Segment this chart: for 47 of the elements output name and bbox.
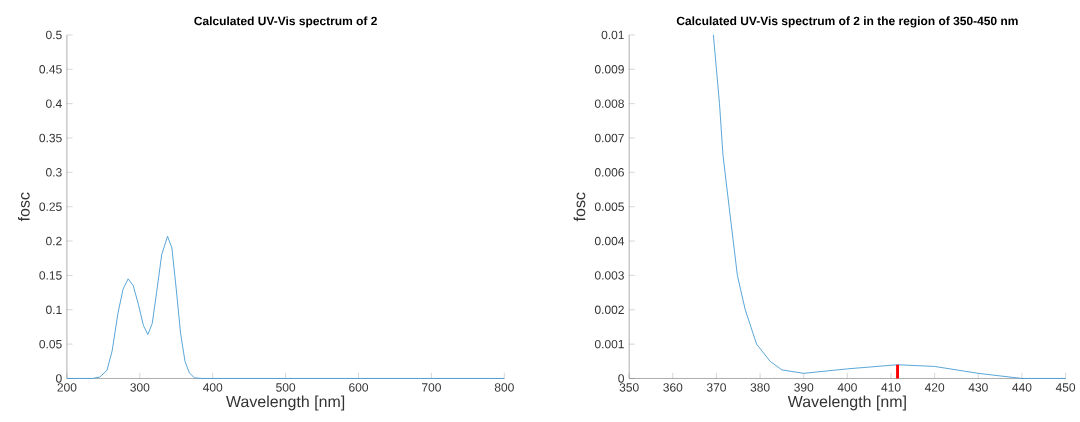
- y-tick-label: 0.003: [594, 270, 624, 280]
- y-tick-label: 0.5: [46, 30, 62, 39]
- y-tick-label: 0.01: [601, 30, 624, 39]
- y-tick-label: 0.001: [594, 339, 624, 349]
- x-tick-label: 390: [794, 382, 814, 392]
- x-tick-label: 410: [881, 382, 901, 392]
- x-tick-label: 350: [619, 382, 639, 392]
- x-tick-label: 800: [494, 382, 514, 392]
- x-tick-label: 400: [202, 382, 223, 392]
- y-tick-label: 0.004: [594, 236, 625, 246]
- y-tick-label: 0.007: [594, 133, 624, 143]
- y-tick-label: 0.4: [46, 99, 62, 108]
- x-tick-label: 370: [706, 382, 726, 392]
- y-tick-label: 0.006: [594, 167, 624, 177]
- x-axis-title: Wavelength [nm]: [226, 395, 345, 411]
- y-tick-label: 0.3: [46, 167, 62, 177]
- y-axis-title: fosc: [573, 192, 586, 221]
- x-tick-label: 360: [663, 382, 683, 392]
- chart-title: Calculated UV-Vis spectrum of 2: [194, 16, 377, 28]
- y-tick-label: 0.009: [594, 64, 624, 74]
- x-axis-title: Wavelength [nm]: [787, 395, 906, 411]
- x-tick-label: 430: [968, 382, 988, 392]
- y-tick-label: 0: [618, 374, 624, 383]
- y-tick-label: 0.05: [39, 339, 62, 349]
- y-tick-label: 0.002: [594, 305, 624, 314]
- x-tick-label: 380: [750, 382, 770, 392]
- x-tick-label: 420: [924, 382, 945, 392]
- x-tick-label: 700: [422, 382, 441, 392]
- y-tick-label: 0.2: [46, 236, 62, 246]
- y-tick-label: 0.008: [594, 99, 624, 108]
- x-tick-label: 600: [349, 382, 369, 392]
- x-tick-label: 440: [1012, 382, 1032, 392]
- x-tick-label: 300: [130, 382, 150, 392]
- y-tick-label: 0.15: [39, 270, 62, 280]
- y-tick-label: 0.1: [46, 305, 62, 314]
- x-tick-label: 400: [837, 382, 857, 392]
- chart-title: Calculated UV-Vis spectrum of 2 in the region of 350-450 nm: [676, 16, 1018, 28]
- x-tick-label: 200: [57, 382, 77, 392]
- y-tick-label: 0: [56, 374, 62, 383]
- y-tick-label: 0.005: [594, 202, 624, 211]
- y-tick-label: 0.25: [39, 202, 62, 211]
- x-tick-label: 450: [1055, 382, 1076, 392]
- y-tick-label: 0.35: [39, 133, 62, 143]
- line-series: [712, 34, 1067, 379]
- y-tick-label: 0.45: [39, 64, 62, 74]
- y-axis-title: fosc: [18, 192, 30, 221]
- x-tick-label: 500: [276, 382, 296, 392]
